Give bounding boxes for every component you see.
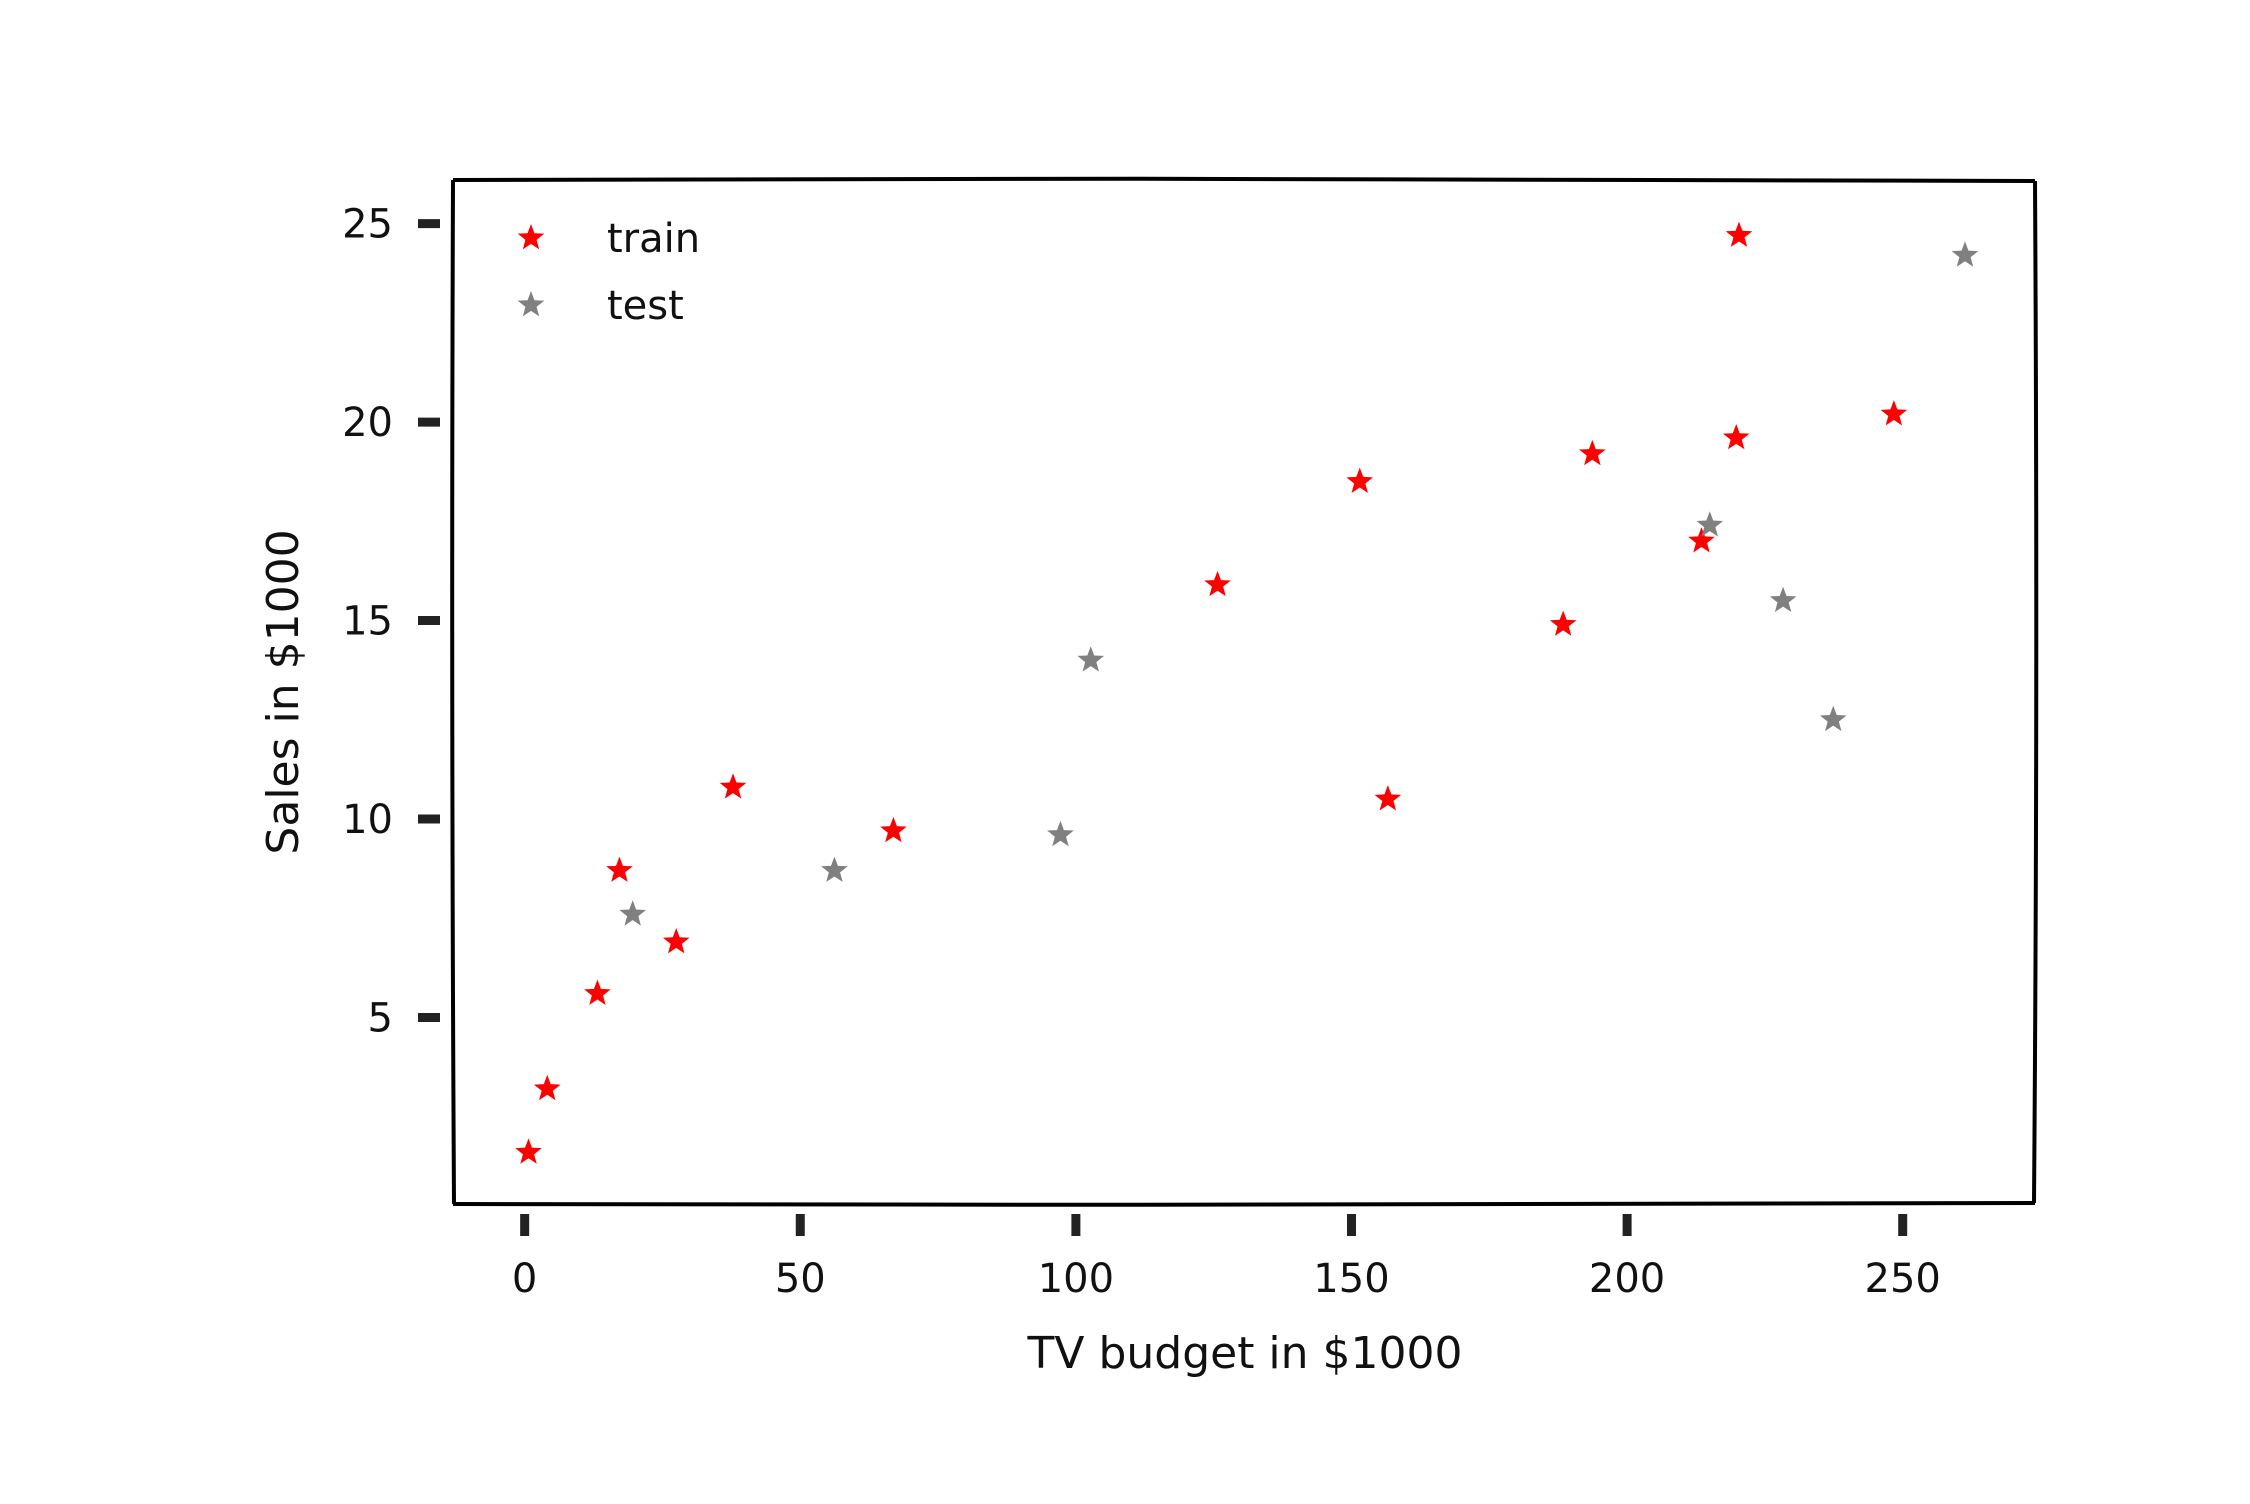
data-point-train bbox=[1579, 439, 1606, 466]
data-point-train bbox=[1880, 400, 1908, 426]
data-point-train bbox=[880, 816, 907, 843]
data-point-train bbox=[662, 928, 690, 954]
data-point-test bbox=[1696, 511, 1724, 537]
data-point-train bbox=[584, 979, 611, 1005]
data-point-test bbox=[1951, 241, 1979, 267]
plot-border-left bbox=[450, 179, 456, 1205]
data-point-test bbox=[619, 900, 647, 926]
data-point-train bbox=[1346, 467, 1374, 493]
plot-border-right bbox=[2032, 180, 2039, 1204]
x-tick-label: 50 bbox=[775, 1256, 826, 1302]
data-point-train bbox=[515, 1138, 542, 1164]
y-tick-label: 25 bbox=[342, 202, 393, 248]
data-point-train bbox=[606, 856, 633, 882]
legend-label-test: test bbox=[607, 283, 684, 329]
x-tick-label: 250 bbox=[1865, 1256, 1941, 1302]
x-tick-label: 200 bbox=[1589, 1256, 1665, 1302]
data-point-train bbox=[1204, 570, 1231, 597]
data-point-train bbox=[1722, 423, 1750, 450]
y-tick-label: 15 bbox=[342, 599, 393, 645]
data-point-train bbox=[1725, 221, 1753, 247]
data-point-train bbox=[719, 773, 747, 799]
data-point-test bbox=[821, 856, 848, 882]
plot-border-bottom bbox=[452, 1201, 2036, 1207]
y-axis-label: Sales in $1000 bbox=[258, 529, 309, 854]
data-point-train bbox=[1549, 610, 1577, 636]
data-point-test bbox=[1077, 646, 1105, 672]
data-point-train bbox=[533, 1074, 561, 1101]
data-point-test bbox=[1047, 820, 1074, 847]
data-point-train bbox=[1374, 785, 1402, 811]
y-tick-label: 10 bbox=[342, 797, 393, 843]
data-point-test bbox=[1769, 586, 1797, 613]
y-tick-label: 20 bbox=[342, 400, 393, 446]
y-tick-label: 5 bbox=[368, 995, 393, 1041]
plot-border-top bbox=[452, 176, 2036, 183]
x-tick-label: 150 bbox=[1313, 1256, 1389, 1302]
x-tick-label: 0 bbox=[512, 1256, 537, 1302]
legend-label-train: train bbox=[607, 216, 700, 262]
legend-marker-train bbox=[517, 224, 545, 250]
x-tick-label: 100 bbox=[1038, 1256, 1114, 1302]
data-point-train bbox=[1688, 527, 1715, 553]
x-axis-label: TV budget in $1000 bbox=[1026, 1328, 1462, 1379]
data-point-test bbox=[1819, 705, 1847, 732]
legend-marker-test bbox=[517, 291, 545, 317]
